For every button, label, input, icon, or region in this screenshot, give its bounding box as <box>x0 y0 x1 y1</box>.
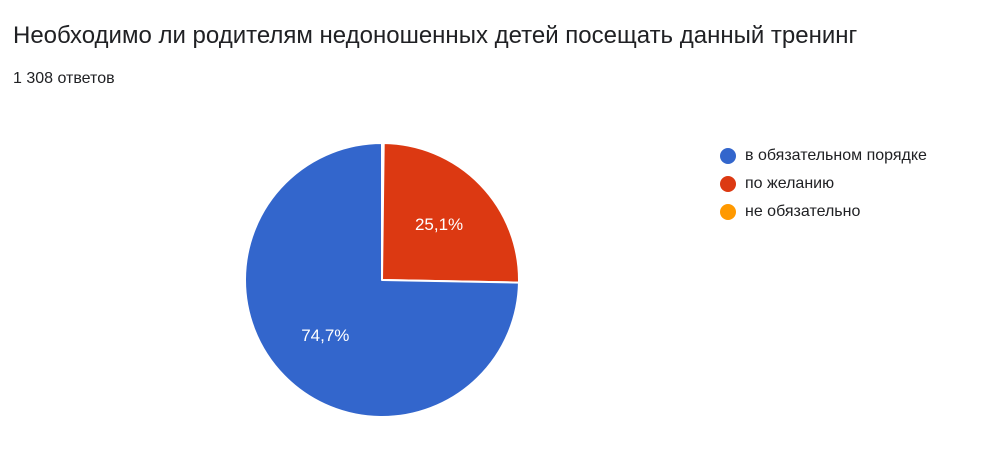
slice-label: 74,7% <box>301 326 349 345</box>
legend-swatch <box>720 148 736 164</box>
legend-label: не обязательно <box>745 203 861 220</box>
legend-swatch <box>720 204 736 220</box>
question-title: Необходимо ли родителям недоношенных дет… <box>13 22 858 49</box>
legend-item: не обязательно <box>720 198 927 226</box>
legend-item: по желанию <box>720 170 927 198</box>
pie-slice <box>381 142 520 284</box>
legend-swatch <box>720 176 736 192</box>
pie-labels: 25,1% 74,7% <box>301 215 463 345</box>
legend-item: в обязательном порядке <box>720 142 927 170</box>
pie-slice <box>244 142 520 418</box>
legend-label: по желанию <box>745 175 835 192</box>
response-count: 1 308 ответов <box>13 70 115 87</box>
legend-label: в обязательном порядке <box>745 147 927 164</box>
slice-label: 25,1% <box>415 215 463 234</box>
chart-legend: в обязательном порядке по желанию не обяза… <box>720 142 927 226</box>
pie-slices <box>244 141 520 418</box>
